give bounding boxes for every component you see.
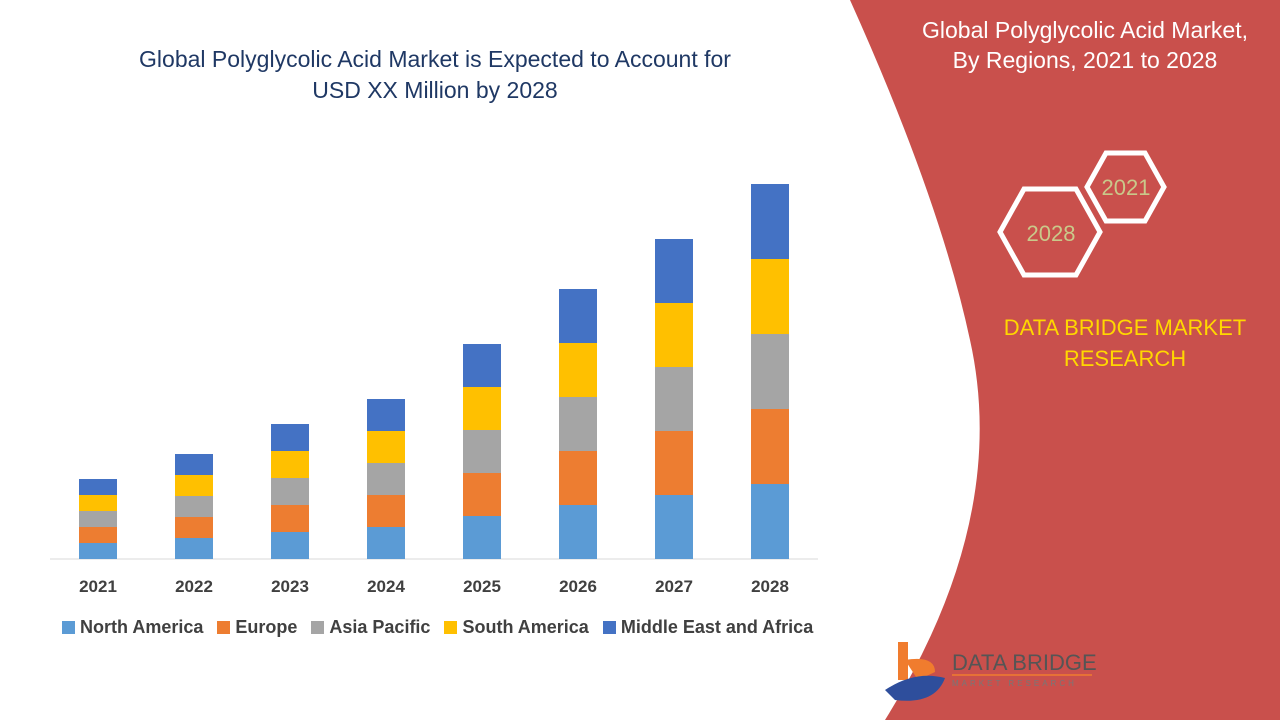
bar-segment-2024-3	[367, 431, 405, 463]
bar-segment-2028-0	[751, 484, 789, 559]
bar-segment-2026-2	[559, 397, 597, 451]
side-title-line-2: By Regions, 2021 to 2028	[952, 47, 1218, 73]
bar-segment-2026-3	[559, 343, 597, 397]
bar-segment-2028-1	[751, 409, 789, 484]
hex-start-label: 2021	[1102, 175, 1151, 200]
title-line-2: USD XX Million by 2028	[312, 77, 558, 103]
bar-segment-2024-0	[367, 527, 405, 559]
bar-segment-2021-0	[79, 543, 117, 559]
bar-segment-2022-0	[175, 538, 213, 559]
legend-item: Europe	[217, 617, 297, 638]
legend-swatch	[444, 621, 458, 634]
chart-title: Global Polyglycolic Acid Market is Expec…	[60, 44, 810, 106]
bar-segment-2027-3	[655, 303, 693, 367]
bar-segment-2022-3	[175, 475, 213, 496]
bar-segment-2023-3	[271, 451, 309, 478]
legend-item: Asia Pacific	[311, 617, 430, 638]
bar-segment-2027-0	[655, 495, 693, 559]
hex-end-label: 2028	[1027, 221, 1076, 246]
bar-segment-2026-0	[559, 505, 597, 559]
x-tick-label: 2024	[367, 577, 405, 596]
bar-segment-2023-0	[271, 532, 309, 559]
hexagon-2021	[1084, 150, 1167, 224]
x-tick-label: 2021	[79, 577, 117, 596]
bar-segment-2025-0	[463, 516, 501, 559]
bar-segment-2025-2	[463, 430, 501, 473]
legend-label: North America	[80, 617, 204, 637]
side-panel-title: Global Polyglycolic Acid Market, By Regi…	[890, 15, 1280, 75]
legend-item: North America	[62, 617, 203, 638]
side-title-line-1: Global Polyglycolic Acid Market,	[922, 17, 1248, 43]
bar-segment-2021-3	[79, 495, 117, 511]
title-line-1: Global Polyglycolic Acid Market is Expec…	[139, 46, 731, 72]
bar-segment-2027-4	[655, 239, 693, 303]
side-panel	[850, 0, 1280, 720]
hexagon-2028	[997, 186, 1103, 278]
x-tick-label: 2023	[271, 577, 309, 596]
bar-segment-2028-4	[751, 184, 789, 259]
bar-segment-2028-3	[751, 259, 789, 334]
bar-segment-2024-2	[367, 463, 405, 495]
bar-segment-2023-2	[271, 478, 309, 505]
stacked-bar-chart: 2021 2022 2023 2024 2025 2026 2027 2028	[50, 184, 818, 596]
logo-text: DATA BRIDGE	[952, 650, 1097, 675]
x-tick-label: 2026	[559, 577, 597, 596]
bar-segment-2021-1	[79, 527, 117, 543]
x-tick-label: 2025	[463, 577, 501, 596]
bar-segment-2022-4	[175, 454, 213, 475]
brand-line-2: RESEARCH	[1063, 346, 1187, 371]
bar-segment-2023-1	[271, 505, 309, 532]
bar-segment-2025-4	[463, 344, 501, 387]
x-tick-label: 2028	[751, 577, 789, 596]
bar-segment-2025-3	[463, 387, 501, 430]
bar-segment-2026-1	[559, 451, 597, 505]
legend-swatch	[62, 621, 75, 634]
legend: North America Europe Asia Pacific South Ame…	[62, 617, 813, 638]
bar-segment-2021-4	[79, 479, 117, 495]
bar-segment-2024-1	[367, 495, 405, 527]
logo-subtext: MARKET RESEARCH	[952, 679, 1077, 688]
legend-label: Middle East and Africa	[620, 617, 814, 637]
x-tick-label: 2027	[655, 577, 693, 596]
legend-swatch	[602, 621, 616, 634]
legend-label: Europe	[235, 617, 298, 637]
bar-segment-2022-1	[175, 517, 213, 538]
bar-segment-2024-4	[367, 399, 405, 431]
legend-label: South America	[462, 617, 589, 637]
legend-item: South America	[444, 617, 589, 638]
bar-segment-2028-2	[751, 334, 789, 409]
x-tick-label: 2022	[175, 577, 213, 596]
brand-name: DATA BRIDGE MARKET RESEARCH	[975, 312, 1275, 374]
bar-segment-2025-1	[463, 473, 501, 516]
brand-line-1: DATA BRIDGE MARKET	[1003, 315, 1247, 340]
bar-segment-2021-2	[79, 511, 117, 527]
bar-segment-2022-2	[175, 496, 213, 517]
bar-segment-2026-4	[559, 289, 597, 343]
bar-segment-2027-1	[655, 431, 693, 495]
data-bridge-logo: DATA BRIDGE MARKET RESEARCH	[885, 642, 1097, 701]
legend-item: Middle East and Africa	[602, 617, 814, 638]
legend-swatch	[217, 621, 231, 634]
bar-segment-2023-4	[271, 424, 309, 451]
legend-swatch	[311, 621, 325, 634]
bar-segment-2027-2	[655, 367, 693, 431]
legend-label: Asia Pacific	[329, 617, 431, 637]
